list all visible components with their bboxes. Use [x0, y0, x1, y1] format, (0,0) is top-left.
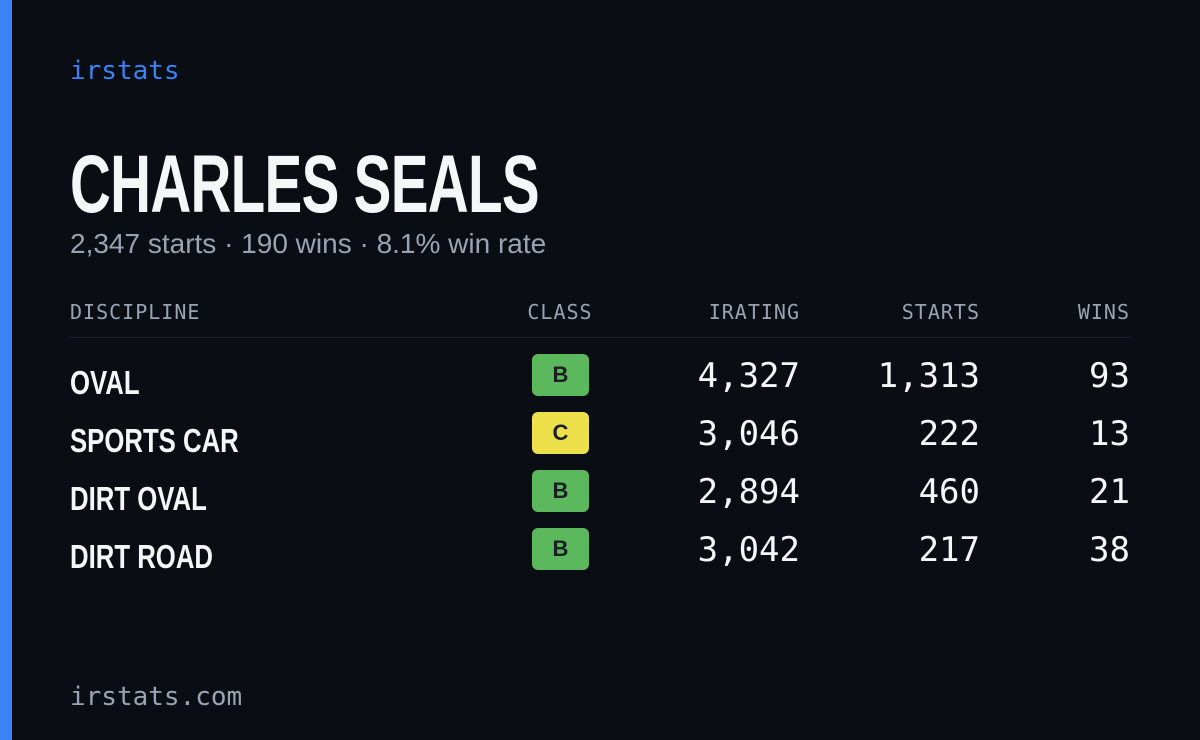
- discipline: SPORTS CAR: [70, 422, 239, 459]
- accent-bar: [0, 0, 12, 740]
- driver-name: CHARLES SEALS: [70, 139, 540, 230]
- column-header: DISCIPLINE: [70, 300, 201, 324]
- footer: irstats.com: [70, 682, 243, 712]
- irating: 3,042: [697, 530, 800, 570]
- starts: 222: [918, 414, 980, 454]
- irating: 4,327: [697, 356, 800, 396]
- column-header: IRATING: [708, 300, 800, 324]
- driver-summary: 2,347 starts · 190 wins · 8.1% win rate: [70, 228, 547, 259]
- column-header: STARTS: [901, 300, 980, 324]
- discipline: DIRT OVAL: [70, 480, 207, 517]
- brand: irstats: [70, 56, 180, 86]
- starts: 217: [918, 530, 980, 570]
- wins: 38: [1089, 530, 1130, 570]
- column-header: CLASS: [527, 300, 593, 324]
- wins: 13: [1089, 414, 1130, 454]
- class-badge: B: [532, 354, 589, 396]
- class-badge: C: [532, 412, 589, 454]
- class-badge: B: [532, 470, 589, 512]
- class-badge: B: [532, 528, 589, 570]
- starts: 460: [918, 472, 980, 512]
- wins: 93: [1089, 356, 1130, 396]
- discipline: OVAL: [70, 364, 140, 401]
- starts: 1,313: [877, 356, 980, 396]
- irating: 2,894: [697, 472, 800, 512]
- irating: 3,046: [697, 414, 800, 454]
- wins: 21: [1089, 472, 1130, 512]
- discipline: DIRT ROAD: [70, 538, 213, 575]
- header-rule: [70, 337, 1130, 338]
- column-header: WINS: [1077, 300, 1130, 324]
